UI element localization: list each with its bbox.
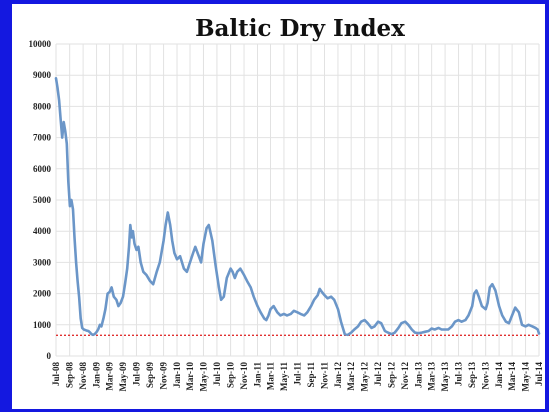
chart-canvas: Baltic Dry Index 0 1000 2000 3000 4000 5000 60…: [29, 15, 545, 392]
x-tick-label: Nov-09: [159, 362, 169, 390]
y-tick-label: 7000: [33, 133, 52, 143]
x-tick-label: Jul-12: [373, 362, 383, 387]
x-tick-label: Mar-09: [105, 362, 115, 391]
x-tick-label: Nov-08: [78, 362, 88, 390]
x-tick-label: Jul-14: [534, 362, 544, 387]
x-tick-label: May-10: [198, 362, 208, 392]
y-tick-label: 6000: [33, 164, 52, 174]
x-tick-label: Sep-08: [65, 362, 75, 389]
x-tick-label: Jan-09: [92, 362, 102, 389]
x-tick-label: Jul-08: [51, 362, 61, 387]
y-tick-label: 3000: [33, 257, 52, 267]
x-tick-label: Sep-09: [145, 362, 155, 389]
x-tick-label: Jan-10: [172, 362, 182, 389]
x-tick-label: Nov-11: [320, 362, 330, 390]
series-layer: [54, 77, 541, 337]
x-tick-label: Jan-12: [333, 362, 343, 389]
x-tick-label: Sep-11: [306, 362, 316, 388]
x-tick-label: Sep-13: [467, 362, 477, 389]
x-tick-label: Jan-14: [494, 362, 504, 389]
grid: [55, 43, 540, 357]
x-tick-label: May-14: [521, 362, 531, 392]
y-tick-label: 9000: [33, 70, 52, 80]
chart-title: Baltic Dry Index: [195, 15, 405, 42]
x-tick-label: Jan-13: [414, 362, 424, 389]
x-tick-label: Jul-13: [454, 362, 464, 387]
x-tick-label: May-12: [360, 362, 370, 392]
series-line: [54, 77, 541, 337]
y-tick-label: 1000: [33, 320, 52, 330]
y-tick-label: 10000: [29, 39, 52, 49]
x-tick-label: Mar-12: [346, 362, 356, 391]
x-tick-label: Jul-11: [292, 362, 302, 386]
x-tick-label: Jul-09: [131, 362, 141, 387]
x-tick-label: May-09: [118, 362, 128, 392]
x-tick-label: Mar-10: [185, 362, 195, 391]
y-tick-label: 5000: [33, 195, 52, 205]
x-tick-label: Mar-14: [507, 362, 517, 391]
x-tick-label: Nov-13: [481, 362, 491, 390]
y-tick-label: 8000: [33, 101, 52, 111]
y-tick-label: 4000: [33, 226, 52, 236]
y-tick-label: 2000: [33, 289, 52, 299]
x-tick-label: Nov-12: [400, 362, 410, 390]
x-tick-label: May-11: [279, 362, 289, 391]
x-tick-label: Sep-10: [226, 362, 236, 389]
x-tick-label: Nov-10: [239, 362, 249, 390]
x-tick-label: May-13: [440, 362, 450, 392]
x-tick-label: Sep-12: [387, 362, 397, 389]
x-tick-label: Mar-13: [427, 362, 437, 391]
x-tick-label: Mar-11: [265, 362, 275, 391]
x-tick-label: Jul-10: [212, 362, 222, 387]
y-tick-label: 0: [47, 351, 52, 361]
y-axis: 0 1000 2000 3000 4000 5000 6000 7000 8000 9000 100…: [29, 39, 52, 361]
x-tick-label: Jan-11: [252, 362, 262, 388]
chart-frame: Baltic Dry Index 0 1000 2000 3000 4000 5000 60…: [12, 4, 545, 409]
x-axis: Jul-08 Sep-08 Nov-08 Jan-09 Mar-09 May-09 Jul-…: [51, 362, 544, 392]
